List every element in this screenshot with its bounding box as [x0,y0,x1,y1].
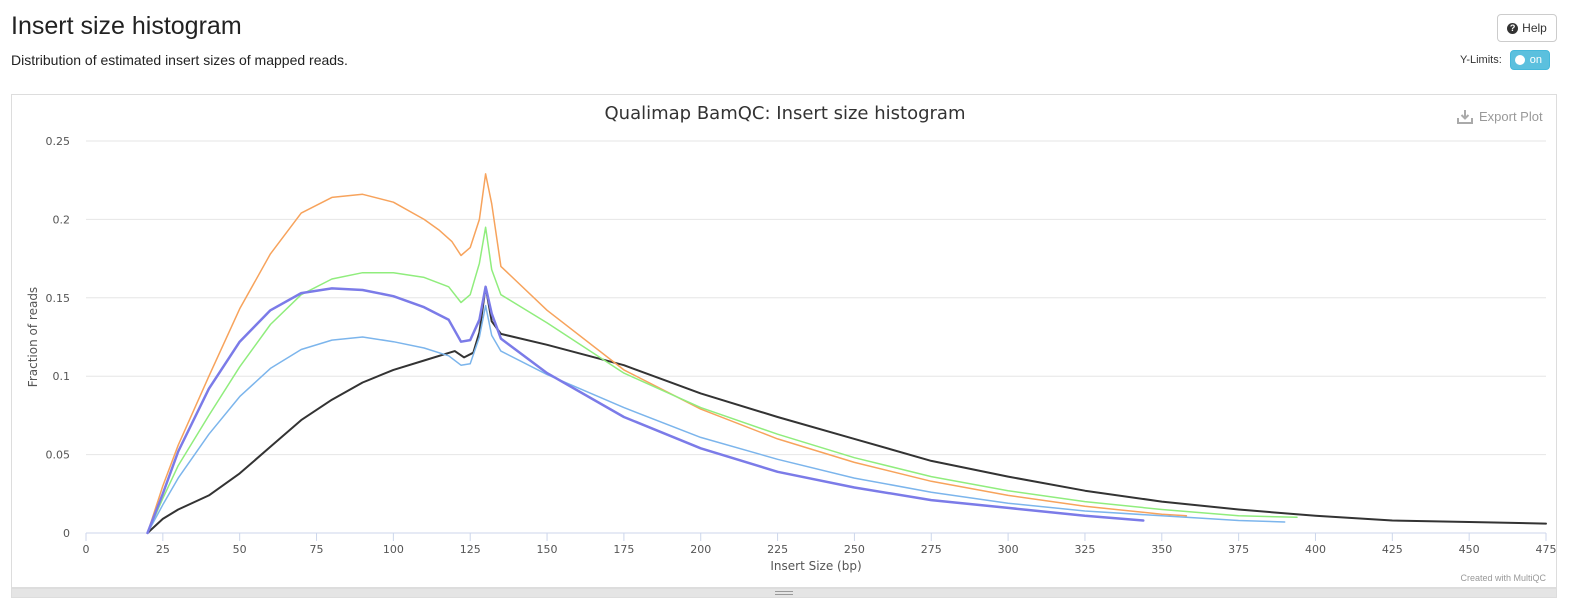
y-tick-label: 0 [63,527,70,540]
series-line-3 [146,226,1298,534]
series-line-2 [146,173,1188,534]
x-axis-label: Insert Size (bp) [770,559,861,573]
axis-layer: 0 0.05 0.1 0.15 0.2 0.25 0 25 50 75 100 125 150 175 20… [46,135,1557,556]
x-tick-label: 50 [233,543,247,556]
question-icon: ? [1507,22,1519,34]
help-button[interactable]: ? Help [1497,14,1557,42]
x-tick-label: 200 [690,543,711,556]
download-icon [1457,109,1473,124]
y-axis-label: Fraction of reads [26,287,40,387]
export-plot-label: Export Plot [1479,109,1543,124]
x-tick-label: 475 [1536,543,1557,556]
series-line-5 [146,285,1145,535]
x-tick-label: 150 [537,543,558,556]
x-tick-label: 300 [998,543,1019,556]
x-tick-label: 25 [156,543,170,556]
y-tick-label: 0.2 [53,213,71,226]
y-tick-label: 0.1 [53,370,71,383]
x-tick-label: 425 [1382,543,1403,556]
help-label: Help [1522,21,1547,35]
export-plot-button[interactable]: Export Plot [1457,109,1543,124]
x-tick-label: 275 [921,543,942,556]
ylimits-label: Y-Limits: [1460,54,1502,66]
x-tick-label: 375 [1228,543,1249,556]
grid-layer [86,140,1546,534]
y-tick-label: 0.05 [46,449,71,462]
insert-size-chart: 0 0.05 0.1 0.15 0.2 0.25 0 25 50 75 100 125 150 175 20… [26,103,1557,573]
series-line-1 [146,285,1547,534]
ylimits-toggle[interactable]: on [1509,50,1550,70]
plot-container: 0 0.05 0.1 0.15 0.2 0.25 0 25 50 75 100 125 150 175 20… [11,94,1557,588]
x-tick-label: 350 [1151,543,1172,556]
x-tick-label: 400 [1305,543,1326,556]
x-tick-label: 450 [1459,543,1480,556]
multiqc-credit: Created with MultiQC [1460,573,1546,583]
x-tick-label: 0 [83,543,90,556]
ylimits-control: Y-Limits: on [1460,50,1550,70]
y-tick-label: 0.25 [46,135,71,148]
toggle-state-label: on [1529,54,1543,66]
x-tick-label: 75 [310,543,324,556]
x-tick-label: 250 [844,543,865,556]
x-tick-label: 125 [460,543,481,556]
x-tick-label: 175 [613,543,634,556]
x-tick-label: 100 [383,543,404,556]
series-layer [146,173,1547,535]
page-title: Insert size histogram [11,12,242,40]
x-tick-label: 225 [767,543,788,556]
plot-resize-handle[interactable] [11,588,1557,598]
y-tick-label: 0.15 [46,292,71,305]
grip-icon [775,591,793,595]
x-tick-label: 325 [1074,543,1095,556]
page-description: Distribution of estimated insert sizes o… [11,52,348,68]
series-line-4 [146,304,1286,534]
toggle-knob [1514,55,1525,65]
chart-title: Qualimap BamQC: Insert size histogram [605,103,966,124]
